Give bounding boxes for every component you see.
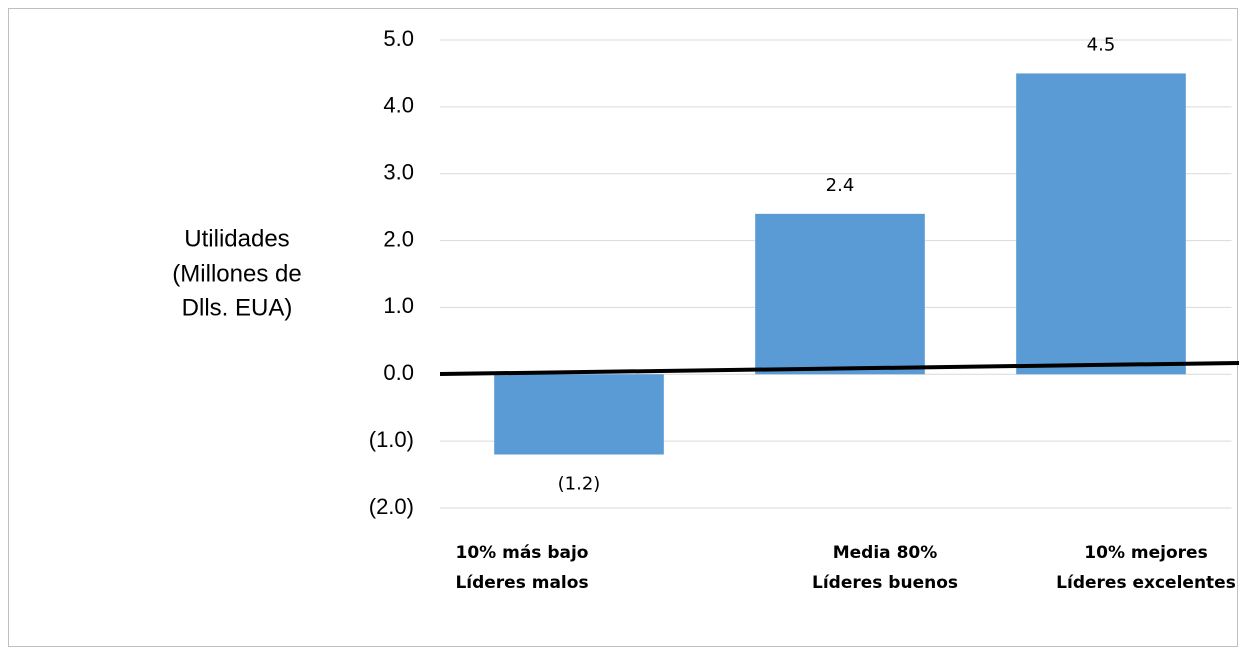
x-tick-label: Media 80%	[833, 543, 938, 563]
y-axis-label: (Millones de	[172, 260, 301, 287]
data-label: 4.5	[1087, 34, 1116, 55]
x-tick-label: 10% más bajo	[456, 543, 589, 563]
x-tick-label: Líderes excelentes	[1056, 573, 1236, 593]
y-tick-label: 4.0	[383, 93, 414, 118]
y-tick-label: 1.0	[383, 293, 414, 318]
data-label: (1.2)	[558, 474, 601, 495]
bar	[755, 213, 925, 375]
y-tick-label: 2.0	[383, 226, 414, 251]
data-label: 2.4	[826, 175, 855, 196]
x-tick-label: Líderes malos	[455, 573, 588, 593]
y-tick-label: 0.0	[383, 360, 414, 385]
x-tick-label: 10% mejores	[1084, 543, 1207, 563]
y-tick-label: (1.0)	[369, 427, 414, 452]
y-tick-label: 3.0	[383, 160, 414, 185]
y-tick-label: (2.0)	[369, 494, 414, 519]
y-axis-label: Utilidades	[184, 225, 289, 252]
y-axis-label: Dlls. EUA)	[182, 294, 293, 321]
bar	[1016, 73, 1186, 375]
zero-line	[439, 361, 1239, 376]
x-tick-label: Líderes buenos	[812, 573, 958, 593]
bar	[494, 374, 664, 455]
y-tick-label: 5.0	[383, 26, 414, 51]
